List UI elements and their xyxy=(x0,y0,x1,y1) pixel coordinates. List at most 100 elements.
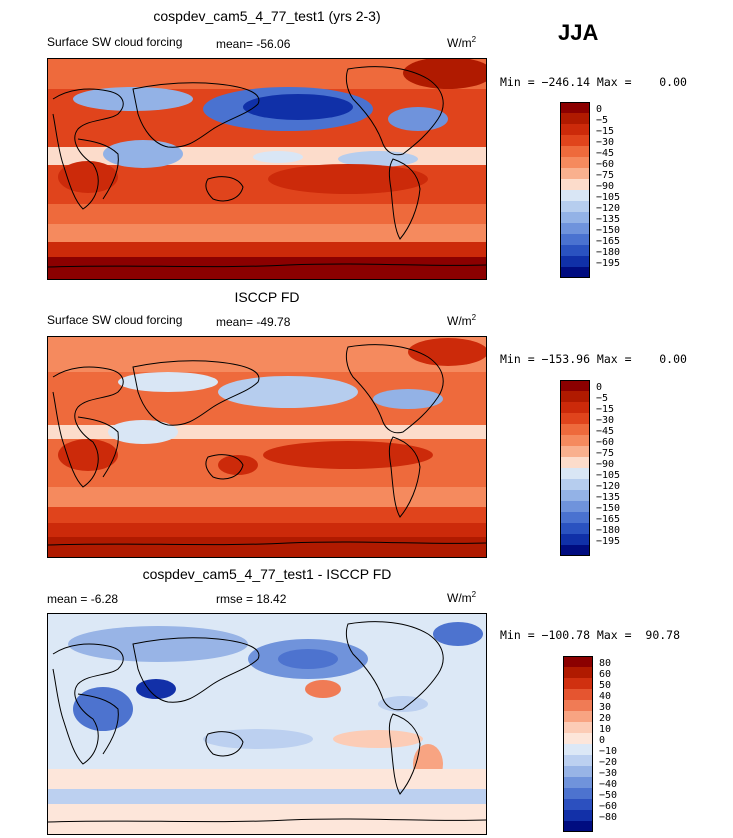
colorbar-segment xyxy=(560,135,590,146)
colorbar-tick-label: −90 xyxy=(596,181,615,192)
colorbar-segment xyxy=(563,744,593,755)
colorbar-segment xyxy=(563,711,593,722)
panel2-title: ISCCP FD xyxy=(234,289,300,305)
panel3-colorbar-labels: 80 60 50 40 30 20 10 0 −10 −20 −30 −40 −50 −60 −80 xyxy=(599,658,617,823)
panel1-title: cospdev_cam5_4_77_test1 (yrs 2-3) xyxy=(153,8,381,24)
panel1-subtitle: Surface SW cloud forcing xyxy=(47,35,183,49)
panel3-title: cospdev_cam5_4_77_test1 - ISCCP FD xyxy=(142,566,392,582)
colorbar-tick-label: −5 xyxy=(596,115,609,126)
panel2-minmax: Min = −153.96 Max = 0.00 xyxy=(500,352,687,366)
colorbar-tick-label: −30 xyxy=(596,137,615,148)
colorbar-tick-label: −45 xyxy=(596,148,615,159)
colorbar-tick-label: 0 xyxy=(599,735,606,746)
colorbar-tick-label: 50 xyxy=(599,680,612,691)
colorbar-tick-label: −20 xyxy=(599,757,618,768)
panel3-map xyxy=(47,613,487,835)
panel1-units: W/m2 xyxy=(447,35,477,50)
colorbar-segment xyxy=(563,755,593,766)
panel1-map xyxy=(47,58,487,280)
panel1-minmax: Min = −246.14 Max = 0.00 xyxy=(500,75,687,89)
colorbar-tick-label: −180 xyxy=(596,525,621,536)
colorbar-segment xyxy=(560,501,590,512)
colorbar-tick-label: 20 xyxy=(599,713,612,724)
colorbar-tick-label: −60 xyxy=(596,159,615,170)
colorbar-segment xyxy=(560,124,590,135)
colorbar-tick-label: −5 xyxy=(596,393,609,404)
panel3-units: W/m2 xyxy=(447,590,477,605)
colorbar-tick-label: 0 xyxy=(596,382,603,393)
colorbar-tick-label: −120 xyxy=(596,203,621,214)
colorbar-segment xyxy=(560,413,590,424)
colorbar-tick-label: −75 xyxy=(596,170,615,181)
colorbar-tick-label: −150 xyxy=(596,225,621,236)
colorbar-tick-label: −105 xyxy=(596,192,621,203)
panel2-mean: mean= -49.78 xyxy=(216,315,291,329)
colorbar-segment xyxy=(560,402,590,413)
colorbar-segment xyxy=(560,435,590,446)
panel2-units: W/m2 xyxy=(447,313,477,328)
colorbar-segment xyxy=(563,766,593,777)
colorbar-tick-label: −60 xyxy=(596,437,615,448)
colorbar-tick-label: −165 xyxy=(596,514,621,525)
colorbar-segment xyxy=(560,380,590,391)
colorbar-tick-label: −120 xyxy=(596,481,621,492)
colorbar-segment xyxy=(560,479,590,490)
panel3-map-svg xyxy=(48,614,486,834)
colorbar-tick-label: −165 xyxy=(596,236,621,247)
colorbar-segment xyxy=(563,678,593,689)
colorbar-segment xyxy=(563,810,593,821)
colorbar-tick-label: −135 xyxy=(596,492,621,503)
colorbar-segment xyxy=(563,821,593,832)
colorbar-tick-label: −75 xyxy=(596,448,615,459)
colorbar-segment xyxy=(560,190,590,201)
colorbar-segment xyxy=(560,457,590,468)
colorbar-segment xyxy=(560,234,590,245)
panel2-map xyxy=(47,336,487,558)
colorbar-segment xyxy=(563,689,593,700)
colorbar-tick-label: −90 xyxy=(596,459,615,470)
panel1-mean: mean= -56.06 xyxy=(216,37,291,51)
colorbar-segment xyxy=(560,201,590,212)
colorbar-segment xyxy=(563,733,593,744)
colorbar-segment xyxy=(560,245,590,256)
season-label: JJA xyxy=(558,20,599,45)
colorbar-tick-label: −30 xyxy=(599,768,618,779)
colorbar-tick-label: 60 xyxy=(599,669,612,680)
colorbar-tick-label: −40 xyxy=(599,779,618,790)
colorbar-segment xyxy=(560,545,590,556)
colorbar-segment xyxy=(560,146,590,157)
colorbar-segment xyxy=(563,799,593,810)
colorbar-segment xyxy=(560,534,590,545)
colorbar-tick-label: 80 xyxy=(599,658,612,669)
colorbar-segment xyxy=(563,700,593,711)
colorbar-segment xyxy=(560,256,590,267)
colorbar-tick-label: 40 xyxy=(599,691,612,702)
colorbar-segment xyxy=(560,490,590,501)
colorbar-tick-label: −195 xyxy=(596,536,621,547)
panel3-rmse: rmse = 18.42 xyxy=(216,592,287,606)
panel2-colorbar-labels: 0 −5 −15 −30 −45 −60 −75 −90 −105 −120 −135 −150 −16… xyxy=(596,382,620,547)
panel2-subtitle: Surface SW cloud forcing xyxy=(47,313,183,327)
colorbar-tick-label: −10 xyxy=(599,746,618,757)
colorbar-tick-label: −15 xyxy=(596,126,615,137)
colorbar-tick-label: −30 xyxy=(596,415,615,426)
panel1-colorbar xyxy=(560,102,590,278)
colorbar-segment xyxy=(560,424,590,435)
colorbar-segment xyxy=(560,512,590,523)
colorbar-segment xyxy=(560,113,590,124)
colorbar-segment xyxy=(560,223,590,234)
colorbar-tick-label: −60 xyxy=(599,801,618,812)
colorbar-segment xyxy=(563,722,593,733)
colorbar-tick-label: −50 xyxy=(599,790,618,801)
panel2-colorbar xyxy=(560,380,590,556)
colorbar-tick-label: 10 xyxy=(599,724,612,735)
colorbar-segment xyxy=(560,267,590,278)
colorbar-tick-label: −45 xyxy=(596,426,615,437)
colorbar-tick-label: −15 xyxy=(596,404,615,415)
panel1-map-svg xyxy=(48,59,486,279)
colorbar-segment xyxy=(563,777,593,788)
colorbar-segment xyxy=(563,656,593,667)
panel3-minmax: Min = −100.78 Max = 90.78 xyxy=(500,628,681,642)
colorbar-segment xyxy=(560,102,590,113)
colorbar-tick-label: 30 xyxy=(599,702,612,713)
